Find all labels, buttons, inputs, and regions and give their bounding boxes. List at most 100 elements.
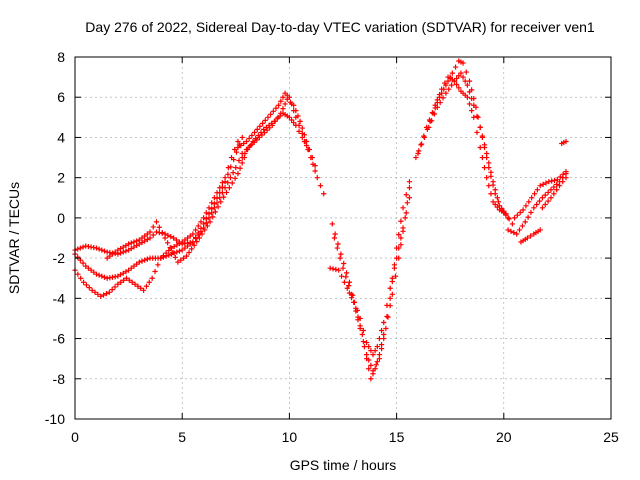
data-point-marker <box>120 249 126 255</box>
data-point-marker <box>144 231 150 237</box>
data-point-marker <box>142 238 148 244</box>
data-point-marker <box>336 267 342 273</box>
data-point-marker <box>346 282 352 289</box>
data-point-marker <box>434 97 440 103</box>
data-point-marker <box>464 82 470 88</box>
data-point-marker <box>259 132 265 138</box>
data-point-marker <box>492 201 498 208</box>
data-point-marker <box>115 247 121 253</box>
data-point-marker <box>327 265 333 271</box>
data-point-marker <box>189 246 195 252</box>
data-point-marker <box>134 238 140 244</box>
data-point-marker <box>376 356 383 362</box>
series-track-2 <box>72 150 245 281</box>
data-point-marker <box>227 175 234 181</box>
data-point-marker <box>556 183 563 189</box>
data-point-marker <box>175 259 181 265</box>
data-point-marker <box>235 138 241 145</box>
data-point-marker <box>474 129 480 136</box>
data-point-marker <box>93 245 100 251</box>
data-point-marker <box>117 250 124 256</box>
data-point-marker <box>534 187 540 193</box>
data-point-marker <box>474 113 480 119</box>
data-point-marker <box>360 327 366 334</box>
data-point-marker <box>501 208 507 214</box>
data-point-marker <box>261 126 267 132</box>
data-point-marker <box>120 244 126 250</box>
data-point-marker <box>370 352 376 358</box>
data-point-marker <box>452 64 459 70</box>
data-point-marker <box>144 256 150 262</box>
data-point-marker <box>456 85 462 91</box>
data-point-marker <box>203 210 209 216</box>
data-point-marker <box>236 157 242 164</box>
data-point-marker <box>104 255 110 261</box>
data-point-marker <box>198 225 204 232</box>
data-point-marker <box>278 98 284 104</box>
data-point-marker <box>309 154 315 161</box>
data-point-marker <box>426 124 432 130</box>
data-point-marker <box>99 273 105 279</box>
data-point-marker <box>246 135 252 142</box>
data-point-marker <box>168 234 174 240</box>
data-point-marker <box>136 237 142 243</box>
data-point-marker <box>363 352 370 358</box>
series-track-13 <box>426 70 515 227</box>
data-point-marker <box>340 265 346 271</box>
data-point-marker <box>128 245 134 252</box>
data-point-marker <box>484 175 490 181</box>
data-point-marker <box>548 195 554 201</box>
y-tick-label: 8 <box>57 49 65 65</box>
data-point-marker <box>539 195 545 201</box>
data-point-marker <box>549 178 555 184</box>
data-point-marker <box>117 245 124 252</box>
data-point-marker <box>83 282 90 288</box>
data-point-marker <box>112 249 118 255</box>
data-point-marker <box>203 216 209 222</box>
data-point-marker <box>454 81 460 88</box>
data-point-marker <box>463 69 469 75</box>
data-point-marker <box>338 251 344 257</box>
data-point-marker <box>232 146 238 153</box>
data-point-marker <box>531 191 538 197</box>
data-point-marker <box>195 223 201 229</box>
data-point-marker <box>368 362 374 368</box>
data-point-marker <box>495 199 502 205</box>
data-point-marker <box>221 194 227 200</box>
data-point-marker <box>524 235 530 241</box>
data-point-marker <box>537 227 543 233</box>
data-point-marker <box>330 266 336 272</box>
data-point-marker <box>492 187 498 193</box>
data-point-marker <box>217 190 223 196</box>
data-point-marker <box>212 209 219 215</box>
data-point-marker <box>209 200 215 206</box>
data-point-marker <box>539 205 545 211</box>
data-point-marker <box>439 86 445 92</box>
data-point-marker <box>488 169 494 175</box>
data-point-marker <box>306 146 313 153</box>
data-point-marker <box>78 275 84 281</box>
data-point-marker <box>551 177 558 183</box>
data-point-marker <box>381 319 387 326</box>
data-point-marker <box>317 183 324 189</box>
data-point-marker <box>190 231 196 237</box>
data-point-marker <box>77 245 83 251</box>
data-point-marker <box>134 242 140 249</box>
data-point-marker <box>344 285 350 291</box>
data-point-marker <box>442 80 448 86</box>
data-point-marker <box>557 174 563 180</box>
data-point-marker <box>398 218 404 224</box>
data-point-marker <box>128 240 134 246</box>
data-point-marker <box>159 230 165 236</box>
data-point-marker <box>303 138 310 145</box>
data-point-marker <box>99 247 105 253</box>
data-point-marker <box>514 231 520 237</box>
data-point-marker <box>182 245 188 251</box>
data-point-marker <box>184 235 191 241</box>
data-point-marker <box>348 295 355 301</box>
x-axis-label: GPS time / hours <box>290 457 397 473</box>
data-point-marker <box>548 187 554 193</box>
data-point-marker <box>235 144 241 151</box>
data-point-marker <box>542 201 548 208</box>
data-point-marker <box>419 141 425 147</box>
